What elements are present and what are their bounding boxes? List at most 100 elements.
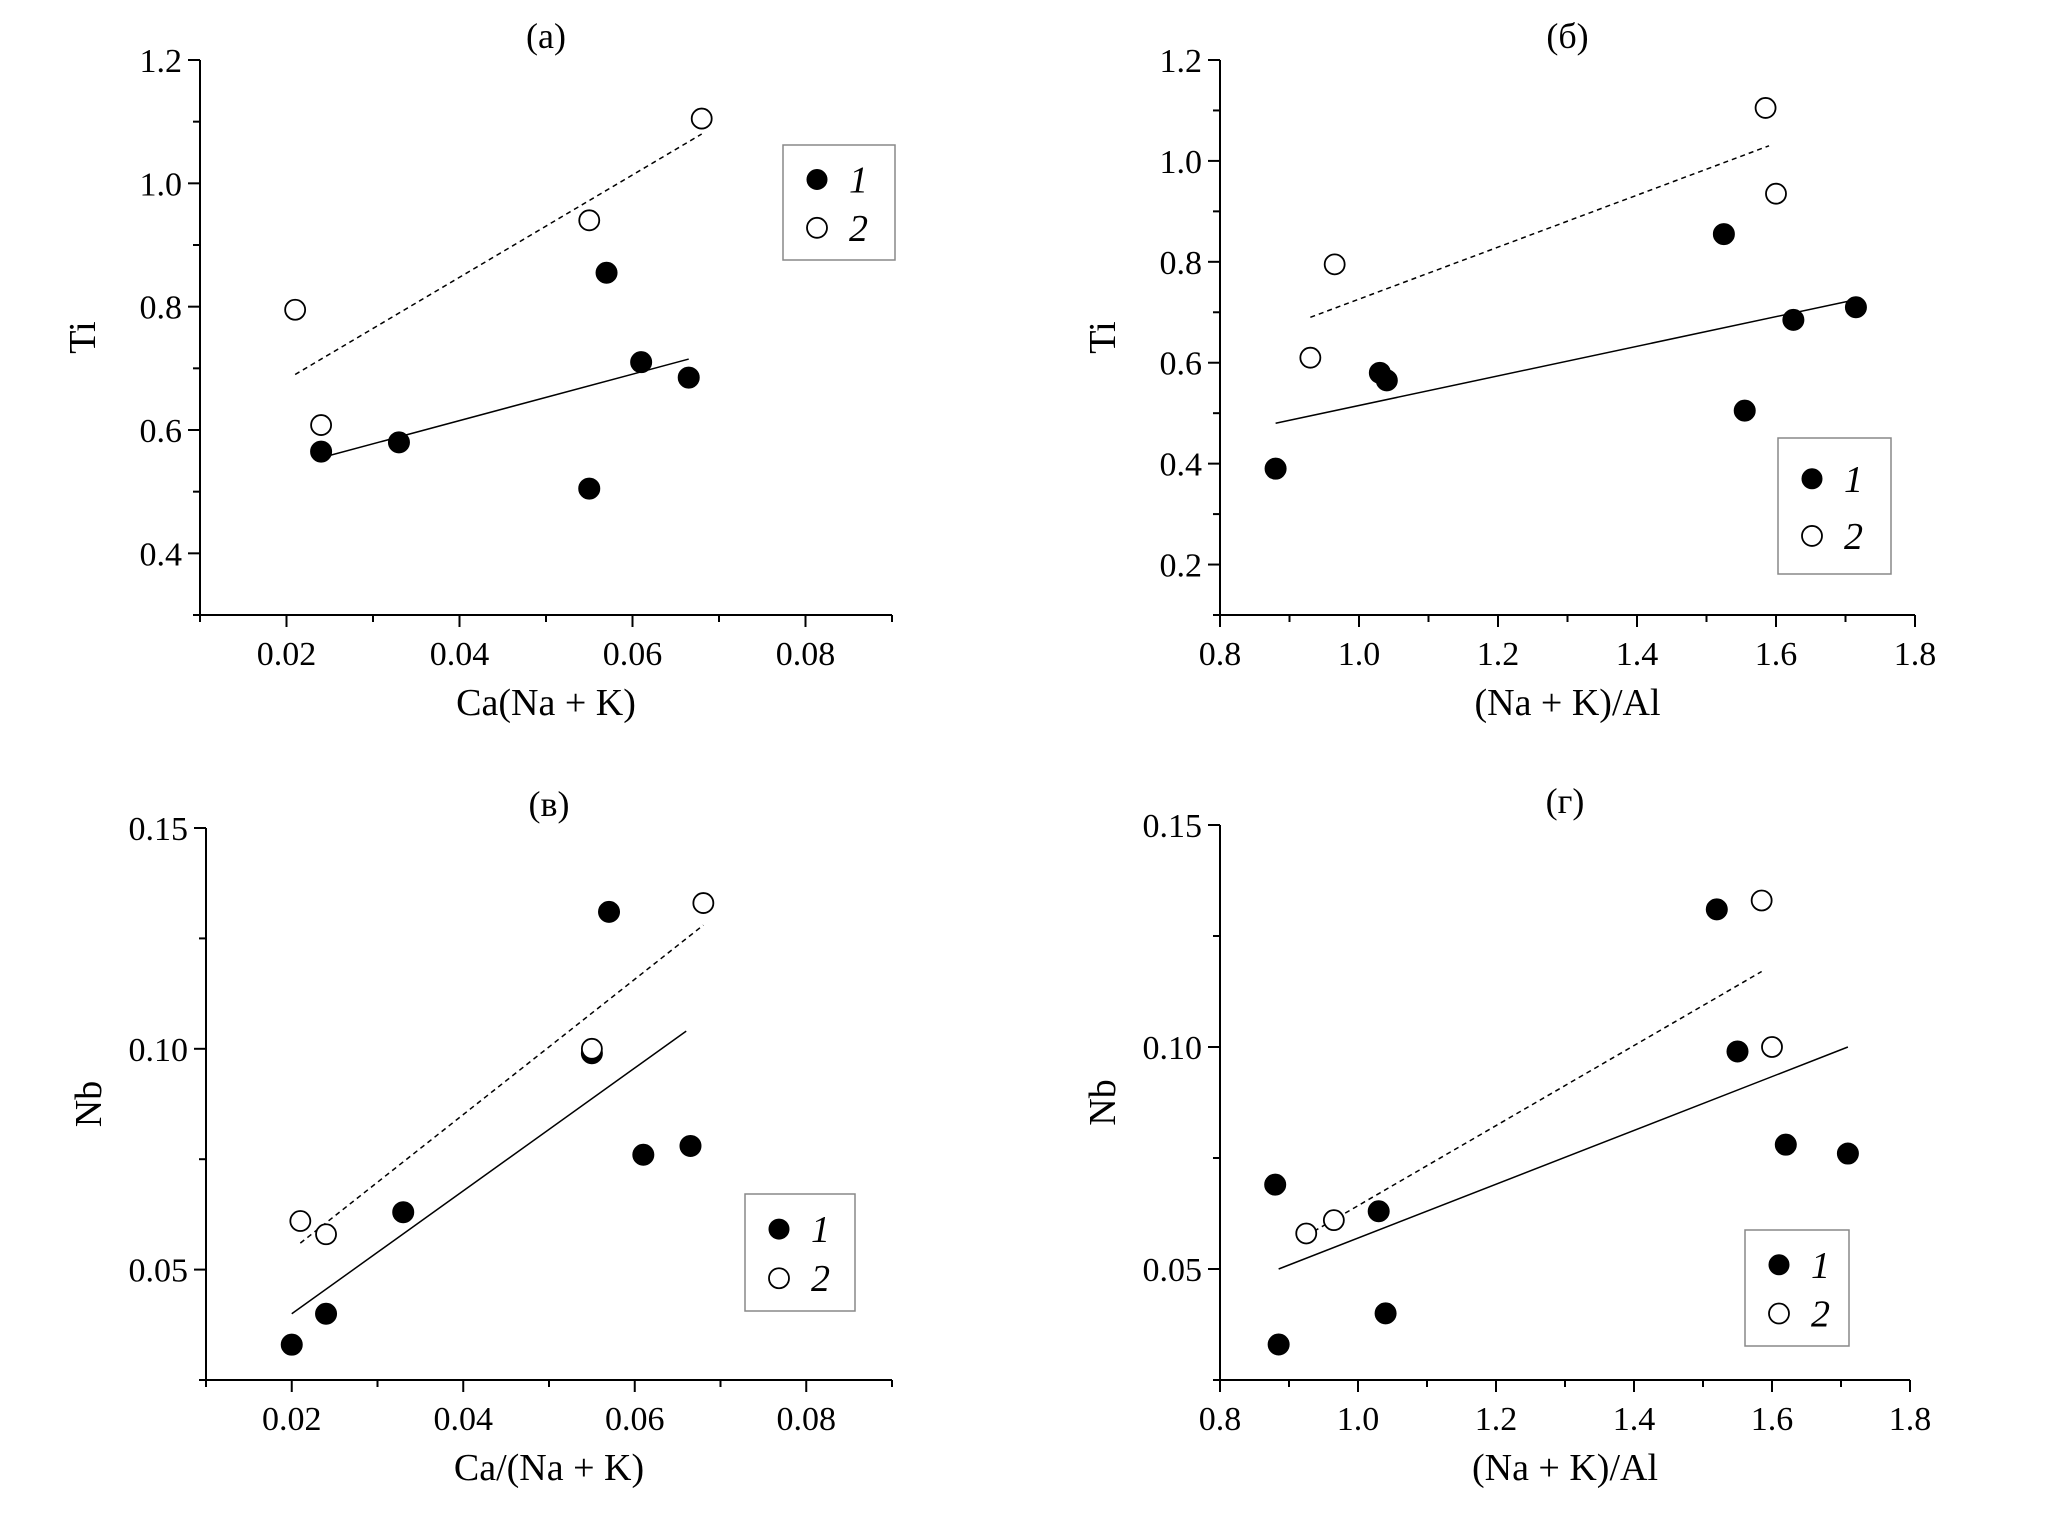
- data-point-open: [284, 298, 307, 321]
- legend-marker-filled: [768, 1218, 790, 1240]
- data-point-filled: [392, 1201, 415, 1224]
- data-point-open: [1323, 253, 1346, 276]
- x-tick-label: 1.6: [1751, 1401, 1794, 1438]
- data-point-open: [1295, 1222, 1318, 1245]
- panel-d: 0.8 1.0 1.2 1.4 1.6 1.8 0.05 0.10 0.15 (Na + K)/A…: [1082, 781, 1931, 1489]
- x-tick-label: 1.6: [1755, 636, 1798, 673]
- data-point-filled: [1264, 457, 1287, 480]
- x-tick-label: 1.4: [1616, 636, 1659, 673]
- y-tick-label: 0.4: [1160, 447, 1203, 484]
- y-tick-label: 0.15: [1143, 808, 1203, 845]
- legend-marker-open: [1801, 525, 1823, 547]
- data-point-filled: [679, 1134, 702, 1157]
- y-axis-label: Nb: [68, 1081, 110, 1127]
- x-axis-label: (Na + K)/Al: [1472, 1447, 1658, 1489]
- data-point-filled: [1774, 1133, 1797, 1156]
- y-tick-label: 0.8: [140, 290, 183, 327]
- trend-line-series-2: [294, 133, 703, 376]
- data-point-filled: [310, 440, 333, 463]
- x-tick-label: 0.06: [603, 636, 663, 673]
- x-tick-label: 1.8: [1894, 636, 1937, 673]
- panel-label: (в): [529, 784, 570, 824]
- data-point-filled: [387, 431, 410, 454]
- data-point-open: [1750, 889, 1773, 912]
- x-tick-label: 0.02: [262, 1401, 322, 1438]
- trend-line-series-2: [299, 924, 704, 1244]
- panel-c: 0.02 0.04 0.06 0.08 0.05 0.10 0.15 Ca/(Na + K) N…: [68, 784, 893, 1489]
- legend: 12: [744, 1193, 856, 1312]
- y-tick-label: 1.2: [1160, 43, 1203, 80]
- data-point-filled: [280, 1333, 303, 1356]
- data-point-filled: [1705, 898, 1728, 921]
- panel-label: (г): [1546, 781, 1585, 821]
- x-axis-label: Ca(Na + K): [456, 682, 636, 724]
- y-axis-label: Nb: [1082, 1079, 1124, 1125]
- x-tick-label: 1.0: [1338, 636, 1381, 673]
- data-point-filled: [1726, 1040, 1749, 1063]
- legend: 12: [1744, 1229, 1850, 1347]
- data-point-filled: [1836, 1142, 1859, 1165]
- x-tick-label: 0.06: [605, 1401, 665, 1438]
- y-tick-label: 1.0: [140, 166, 183, 203]
- y-tick-label: 0.4: [140, 536, 183, 573]
- legend-label: 2: [1844, 516, 1863, 558]
- data-point-filled: [1367, 1200, 1390, 1223]
- legend-box: [744, 1193, 856, 1312]
- data-point-filled: [598, 900, 621, 923]
- legend: 12: [1777, 437, 1892, 575]
- legend-label: 1: [849, 160, 868, 202]
- data-point-filled: [595, 261, 618, 284]
- trend-line-series-2: [1305, 970, 1763, 1237]
- data-point-filled: [1374, 1302, 1397, 1325]
- x-tick-label: 0.8: [1199, 636, 1242, 673]
- data-point-filled: [315, 1302, 338, 1325]
- x-tick-label: 1.2: [1477, 636, 1520, 673]
- panel-b: 0.8 1.0 1.2 1.4 1.6 1.8 0.2 0.4 0.6 0.8 1.0 1.2 (Na …: [1082, 16, 1936, 724]
- legend-label: 1: [811, 1209, 830, 1251]
- data-point-open: [692, 892, 715, 914]
- y-axis-label: Ti: [1082, 321, 1124, 353]
- data-point-filled: [1782, 308, 1805, 331]
- y-axis-label: Ti: [62, 321, 104, 353]
- legend-marker-filled: [806, 169, 828, 190]
- legend-box: [1744, 1229, 1850, 1347]
- data-point-filled: [1264, 1173, 1287, 1196]
- x-tick-label: 0.08: [776, 636, 836, 673]
- y-tick-label: 0.6: [140, 413, 183, 450]
- y-tick-label: 1.0: [1160, 144, 1203, 181]
- panel-label: (б): [1546, 16, 1588, 56]
- x-axis-label: Ca/(Na + K): [454, 1447, 644, 1489]
- data-point-open: [289, 1210, 312, 1232]
- y-tick-label: 0.8: [1160, 245, 1203, 282]
- x-tick-label: 0.02: [257, 636, 317, 673]
- panel-label: (а): [526, 16, 566, 56]
- y-tick-label: 0.05: [129, 1253, 189, 1290]
- legend-label: 2: [849, 208, 868, 250]
- x-tick-label: 1.2: [1475, 1401, 1518, 1438]
- data-point-open: [1322, 1209, 1345, 1232]
- data-point-filled: [630, 351, 653, 374]
- legend: 12: [782, 144, 896, 261]
- data-point-filled: [1267, 1333, 1290, 1356]
- legend-label: 1: [1844, 459, 1863, 501]
- data-point-open: [1765, 182, 1787, 205]
- legend-marker-open: [806, 216, 828, 239]
- trend-line-series-1: [320, 358, 689, 459]
- x-tick-label: 0.8: [1199, 1401, 1242, 1438]
- y-tick-label: 0.10: [1143, 1030, 1203, 1067]
- data-point-open: [1761, 1036, 1783, 1058]
- y-tick-label: 0.2: [1160, 548, 1203, 585]
- data-point-filled: [1844, 296, 1867, 319]
- data-point-filled: [1733, 399, 1756, 422]
- panel-a: 0.02 0.04 0.06 0.08 0.4 0.6 0.8 1.0 1.2 Ca(Na + K…: [62, 16, 896, 724]
- trend-line-series-2: [1310, 145, 1770, 319]
- legend-label: 1: [1811, 1245, 1830, 1287]
- x-tick-label: 0.04: [434, 1401, 494, 1438]
- x-tick-label: 0.04: [430, 636, 490, 673]
- data-point-open: [580, 1037, 603, 1060]
- data-point-filled: [1375, 369, 1398, 392]
- y-tick-label: 0.10: [129, 1032, 189, 1069]
- legend-label: 2: [811, 1258, 830, 1300]
- legend-label: 2: [1811, 1294, 1830, 1336]
